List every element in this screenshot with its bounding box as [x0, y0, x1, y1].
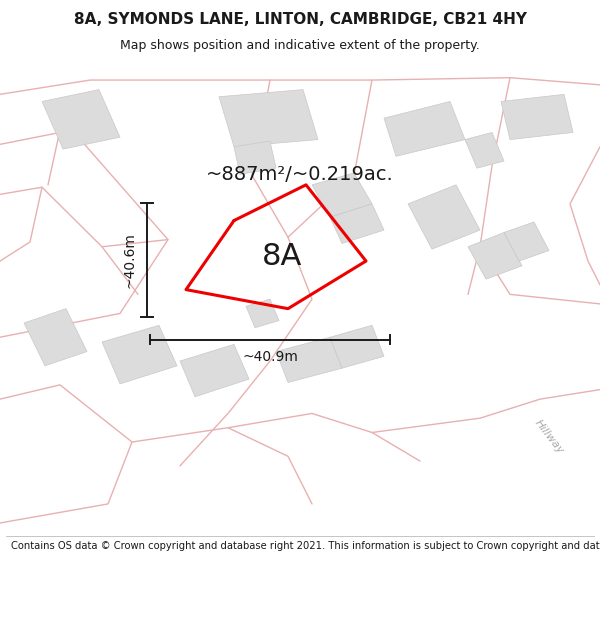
- Polygon shape: [42, 89, 120, 149]
- Polygon shape: [102, 326, 177, 384]
- Polygon shape: [276, 338, 342, 382]
- Polygon shape: [246, 299, 279, 328]
- Polygon shape: [504, 222, 549, 261]
- Polygon shape: [330, 204, 384, 243]
- Text: ~887m²/~0.219ac.: ~887m²/~0.219ac.: [206, 165, 394, 184]
- Text: ~40.9m: ~40.9m: [242, 350, 298, 364]
- Text: Map shows position and indicative extent of the property.: Map shows position and indicative extent…: [120, 39, 480, 52]
- Text: 8A, SYMONDS LANE, LINTON, CAMBRIDGE, CB21 4HY: 8A, SYMONDS LANE, LINTON, CAMBRIDGE, CB2…: [74, 12, 527, 28]
- Polygon shape: [180, 344, 249, 397]
- Text: Contains OS data © Crown copyright and database right 2021. This information is : Contains OS data © Crown copyright and d…: [11, 541, 600, 551]
- Text: 8A: 8A: [262, 242, 302, 271]
- Polygon shape: [24, 309, 87, 366]
- Polygon shape: [384, 101, 465, 156]
- Polygon shape: [408, 185, 480, 249]
- Polygon shape: [234, 141, 276, 174]
- Polygon shape: [501, 94, 573, 139]
- Text: ~40.6m: ~40.6m: [122, 232, 136, 288]
- Polygon shape: [312, 173, 372, 218]
- Polygon shape: [330, 326, 384, 368]
- Text: Hillway: Hillway: [533, 418, 565, 456]
- Polygon shape: [468, 232, 522, 279]
- Polygon shape: [219, 89, 318, 147]
- Polygon shape: [465, 132, 504, 168]
